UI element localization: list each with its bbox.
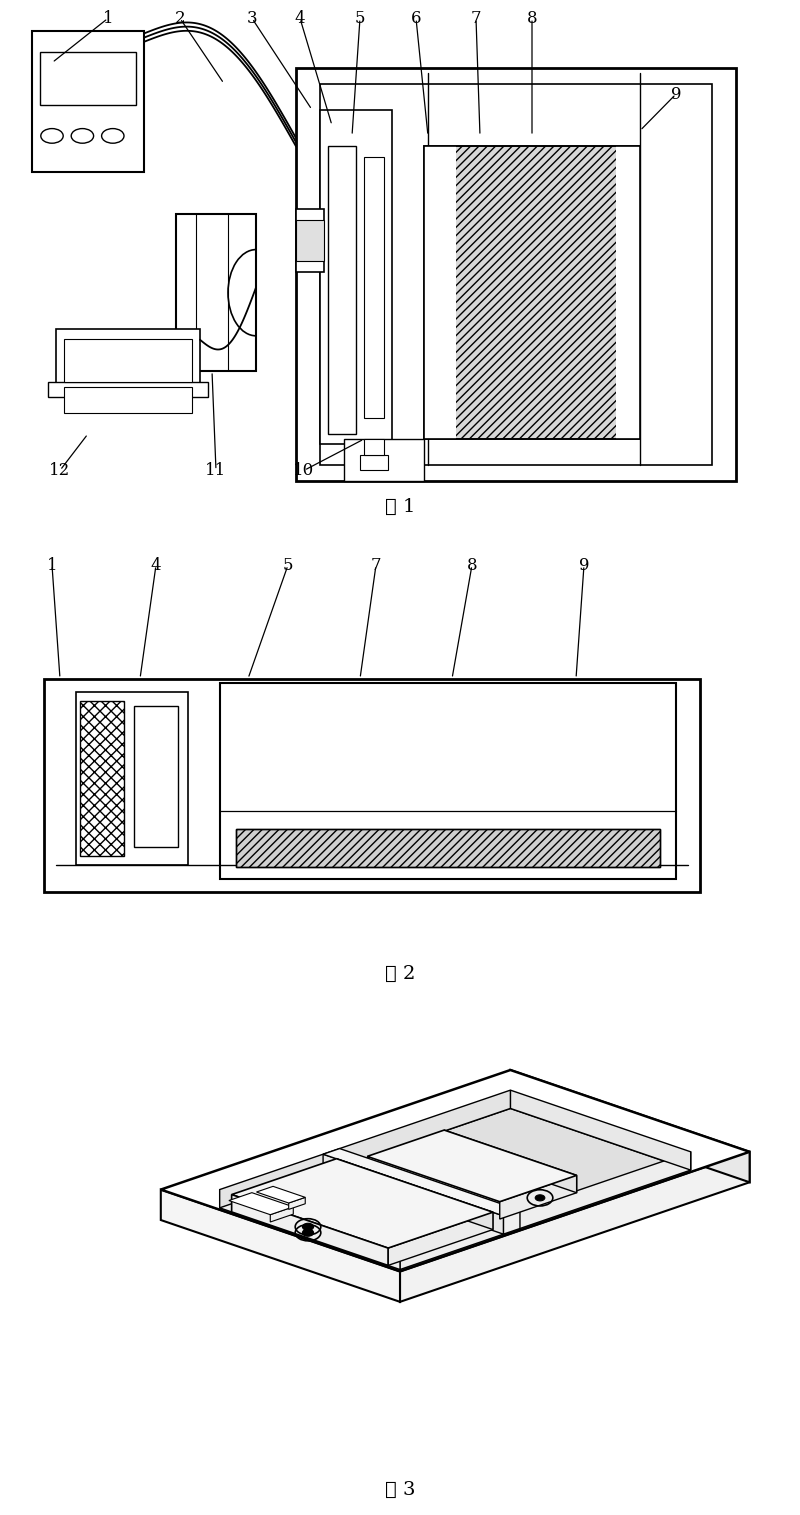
Bar [56,329,200,392]
Polygon shape [232,1159,493,1248]
Bar [424,147,640,439]
Text: 11: 11 [206,462,226,479]
Bar [616,147,640,439]
Bar [296,220,324,262]
Polygon shape [161,1070,750,1271]
Circle shape [302,1229,314,1236]
Text: 6: 6 [410,9,422,27]
Text: 9: 9 [670,85,682,103]
Polygon shape [400,1151,690,1270]
Bar [320,83,712,465]
Text: 12: 12 [50,462,70,479]
Text: 图 1: 图 1 [385,498,415,517]
Polygon shape [400,1151,750,1301]
Bar [76,692,188,865]
Text: 7: 7 [470,9,482,27]
Bar [64,386,192,414]
Bar [424,147,640,439]
Polygon shape [503,1210,520,1235]
Polygon shape [161,1189,400,1301]
Bar [320,109,392,444]
Bar [344,439,424,480]
Bar [32,32,144,173]
Polygon shape [289,1197,306,1209]
Polygon shape [257,1186,306,1203]
Bar [296,68,736,480]
Text: 9: 9 [578,556,590,574]
Polygon shape [220,1189,400,1270]
Bar [220,683,676,879]
Polygon shape [337,1159,493,1230]
Bar [176,214,256,371]
Text: 8: 8 [466,556,478,574]
Bar [44,679,700,892]
Polygon shape [220,1109,690,1270]
Text: 4: 4 [150,556,162,574]
Bar [364,439,384,454]
Polygon shape [510,1070,750,1182]
Bar [364,158,384,418]
Polygon shape [444,1130,577,1192]
Circle shape [302,1223,314,1230]
Polygon shape [323,1154,503,1235]
Text: 8: 8 [526,9,538,27]
Polygon shape [229,1192,294,1215]
Polygon shape [510,1091,690,1170]
Polygon shape [270,1207,294,1223]
Polygon shape [388,1212,493,1265]
Bar [40,52,136,105]
Text: 7: 7 [370,556,382,574]
Polygon shape [232,1195,388,1265]
Text: 4: 4 [294,9,306,27]
Text: 5: 5 [354,9,366,27]
Text: 5: 5 [282,556,294,574]
Text: 2: 2 [174,9,186,27]
Bar [360,454,388,470]
Text: 图 2: 图 2 [385,965,415,983]
Polygon shape [367,1130,577,1201]
Bar [296,209,324,271]
Polygon shape [500,1176,577,1220]
Polygon shape [220,1091,510,1207]
Circle shape [535,1195,545,1201]
Text: 3: 3 [246,9,258,27]
Bar [64,339,192,382]
Bar [236,829,660,867]
Polygon shape [323,1148,520,1217]
Bar [328,147,356,433]
Bar [236,829,660,867]
Text: 10: 10 [294,462,314,479]
Bar [134,706,178,847]
Text: 1: 1 [46,556,58,574]
Bar [48,382,208,397]
Bar [80,701,124,856]
Text: 1: 1 [102,9,114,27]
Bar [424,147,456,439]
Text: 图 3: 图 3 [385,1480,415,1498]
